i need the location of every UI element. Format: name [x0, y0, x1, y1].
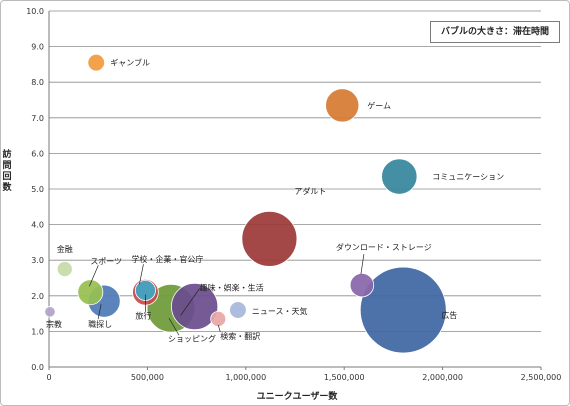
y-axis-title-char: 訪 — [2, 150, 12, 160]
y-tick-label: 5.0 — [31, 185, 44, 194]
bubble — [325, 88, 360, 123]
y-tick-label: 4.0 — [31, 221, 44, 230]
y-tick-label: 3.0 — [31, 256, 44, 265]
x-tick-label: 2,500,000 — [521, 373, 562, 382]
y-axis-title-char: 回 — [2, 172, 12, 182]
grid-lines — [49, 10, 541, 332]
bubble-size-note: バブルの大きさ：滞在時間 — [430, 21, 560, 43]
bubble-label: 趣味・娯楽・生活 — [200, 282, 264, 292]
bubble — [44, 306, 56, 318]
leader-line — [360, 254, 365, 275]
bubble — [87, 53, 106, 72]
bubble — [56, 261, 73, 278]
bubble-label: アダルト — [294, 186, 326, 196]
bubble-label: スポーツ — [90, 257, 122, 266]
bubble-label: コミュニケーション — [432, 173, 504, 182]
bubble-label: ダウンロード・ストレージ — [336, 242, 432, 252]
x-tick-labels: 0 500,000 1,000,000 1,500,000 2,000,000 2,500… — [46, 373, 561, 382]
x-tick-label: 0 — [46, 373, 51, 382]
x-tick-label: 1,000,000 — [225, 373, 266, 382]
y-axis-title: 訪問回数 — [1, 150, 13, 194]
leader-line — [139, 264, 144, 285]
y-tick-label: 0.0 — [31, 363, 44, 372]
leader-line — [217, 324, 221, 333]
bubble-label: 旅行 — [135, 310, 151, 320]
leader-line — [180, 288, 200, 316]
bubble-label: ゲーム — [367, 100, 391, 110]
y-tick-label: 2.0 — [31, 292, 44, 301]
bubble — [77, 279, 104, 306]
y-tick-label: 8.0 — [31, 78, 44, 87]
bubble-label: 職探し — [88, 319, 112, 329]
leader-line — [97, 304, 102, 320]
leader-line — [89, 265, 99, 287]
y-tick-label: 6.0 — [31, 149, 44, 158]
bubble-label: 金融 — [57, 244, 73, 254]
bubble-label: ギャンブル — [110, 58, 150, 68]
bubble — [210, 310, 227, 327]
y-axis-title-char: 問 — [2, 161, 12, 171]
bubble-label: ニュース・天気 — [252, 306, 308, 316]
y-tick-label: 9.0 — [31, 43, 44, 52]
bubble — [349, 272, 375, 298]
x-tick-label: 500,000 — [131, 373, 164, 382]
bubble — [229, 301, 247, 319]
y-tick-label: 1.0 — [31, 327, 44, 336]
bubble — [171, 282, 219, 331]
leader-lines — [89, 254, 365, 336]
x-tick-label: 1,500,000 — [324, 373, 365, 382]
bubble-label: 検索・翻訳 — [220, 331, 260, 341]
bubbles — [44, 53, 447, 354]
bubble-size-note-text: バブルの大きさ：滞在時間 — [440, 27, 549, 37]
y-tick-label: 10.0 — [26, 7, 44, 16]
bubble — [381, 158, 418, 195]
leader-line — [168, 318, 180, 336]
x-axis-title: ユニークユーザー数 — [257, 390, 339, 402]
y-tick-labels: 0.0 1.0 2.0 3.0 4.0 5.0 6.0 7.0 8.0 9.0 10.0 — [26, 7, 44, 372]
bubble-label: 宗教 — [46, 319, 62, 329]
bubble-label: 広告 — [441, 310, 457, 320]
y-axis-title-char: 数 — [2, 183, 12, 193]
bubble-label: ショッピング — [168, 333, 216, 343]
bubble — [241, 210, 298, 267]
y-tick-label: 7.0 — [31, 114, 44, 123]
bubble — [359, 266, 447, 354]
x-tick-label: 2,000,000 — [422, 373, 463, 382]
bubble-label: 学校・企業・官公庁 — [131, 254, 203, 264]
